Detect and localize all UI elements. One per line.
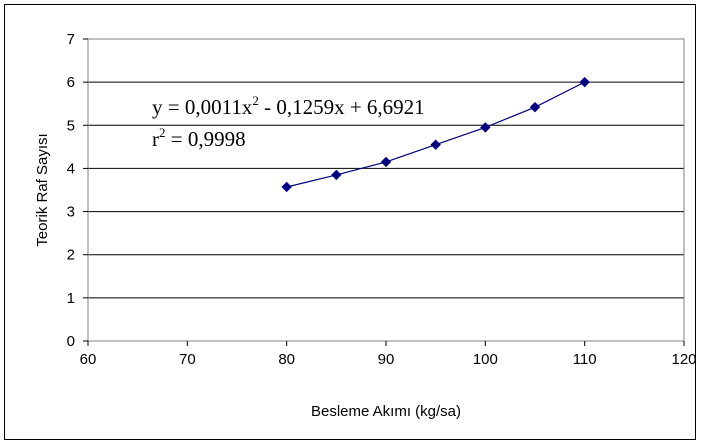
y-tick-label: 2	[67, 247, 75, 264]
y-tick-label: 3	[67, 204, 75, 221]
x-axis-ticks: 60 70 80 90 100 110 120	[80, 341, 697, 368]
y-axis-title: Teorik Raf Sayısı	[34, 133, 51, 246]
y-tick-label: 1	[67, 290, 75, 307]
x-tick-label: 70	[179, 351, 196, 368]
x-axis-title: Besleme Akımı (kg/sa)	[311, 403, 461, 420]
data-point	[430, 139, 441, 150]
x-tick-label: 110	[573, 351, 597, 368]
chart-frame	[4, 4, 696, 440]
data-points	[281, 76, 590, 193]
data-point	[281, 181, 292, 193]
r-squared-label: r2 = 0,9998	[152, 125, 246, 151]
y-axis-ticks: 0 1 2 3 4 5 6 7	[67, 31, 88, 350]
y-tick-label: 6	[67, 74, 75, 91]
data-point	[579, 76, 590, 88]
data-point	[480, 122, 491, 133]
y-tick-label: 0	[67, 333, 75, 350]
data-point	[331, 169, 342, 181]
equation-label: y = 0,0011x2 - 0,1259x + 6,6921	[152, 93, 425, 119]
x-tick-label: 90	[378, 351, 395, 368]
x-tick-label: 100	[473, 351, 498, 368]
y-tick-label: 7	[67, 31, 75, 48]
data-point	[380, 156, 392, 168]
data-point	[529, 101, 541, 113]
y-tick-label: 4	[67, 160, 75, 177]
x-tick-label: 60	[80, 351, 97, 368]
plot-area-border	[87, 38, 685, 342]
x-tick-label: 120	[671, 351, 696, 368]
x-tick-label: 80	[278, 351, 295, 368]
y-tick-label: 5	[67, 117, 75, 134]
gridlines	[87, 38, 684, 342]
